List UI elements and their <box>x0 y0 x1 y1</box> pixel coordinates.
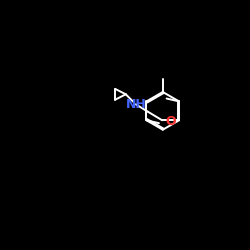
Text: NH: NH <box>126 98 146 111</box>
Text: O: O <box>165 115 176 128</box>
